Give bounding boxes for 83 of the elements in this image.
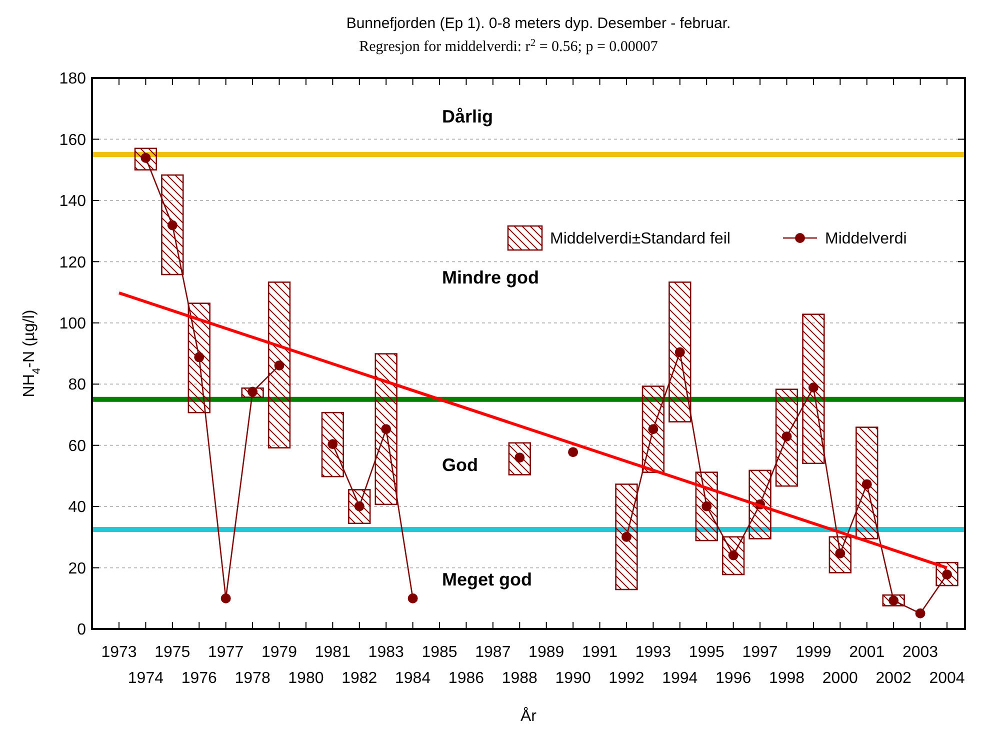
point [648, 424, 658, 434]
x-tick-label: 1998 [768, 670, 805, 687]
point [381, 424, 392, 434]
chart-title: Bunnefjorden (Ep 1). 0-8 meters dyp. Desember - februar. [346, 15, 731, 32]
bar [268, 282, 291, 448]
y-tick-label: 120 [59, 254, 86, 272]
x-tick-label: 1996 [716, 670, 752, 687]
bar [695, 472, 718, 542]
bar [374, 353, 398, 506]
point [702, 501, 712, 512]
point [220, 593, 231, 604]
x-tick-label: 1978 [234, 670, 270, 687]
legend-label: Middelverdi [825, 230, 907, 248]
x-tick-label: 1992 [608, 670, 644, 687]
x-tick-label: 1984 [395, 670, 431, 687]
point [915, 608, 926, 618]
x-tick-label: 1988 [502, 670, 538, 687]
point [782, 431, 792, 442]
x-tick-label: 2001 [849, 644, 885, 661]
y-tick-label: 180 [59, 70, 86, 88]
bar [775, 388, 798, 487]
point [808, 382, 818, 392]
bar [856, 426, 878, 540]
annotation: Mindre god [442, 267, 539, 288]
x-tick-label: 1993 [635, 644, 672, 661]
point [862, 479, 872, 490]
annotation: God [442, 454, 478, 475]
legend-label: Middelverdi±Standard feil [550, 230, 730, 248]
bar [748, 470, 772, 540]
point [621, 532, 632, 542]
x-tick-label: 2000 [822, 670, 858, 687]
x-tick-label: 1987 [475, 644, 511, 661]
point [674, 347, 685, 358]
y-tick-label: 160 [59, 132, 86, 149]
point [194, 352, 204, 362]
bar [668, 282, 692, 422]
bar [508, 442, 531, 476]
y-tick-label: 0 [77, 622, 86, 639]
y-tick-label: 20 [68, 560, 86, 578]
x-tick-label: 1991 [582, 644, 618, 661]
bar [321, 412, 344, 478]
x-tick-label: 1983 [368, 644, 404, 661]
x-tick-label: 1997 [742, 644, 778, 661]
x-tick-label: 1981 [314, 644, 351, 661]
bar [161, 174, 184, 276]
annotation: Meget god [442, 570, 532, 590]
y-tick-label: 60 [68, 438, 86, 455]
y-tick-label: 100 [59, 315, 86, 332]
x-tick-label: 1979 [261, 644, 298, 661]
annotation: Dårlig [442, 106, 494, 127]
y-tick-label: 140 [59, 193, 86, 210]
bar [615, 484, 638, 590]
point [274, 360, 284, 370]
x-tick-label: 1975 [154, 644, 190, 661]
x-tick-label: 1985 [422, 644, 458, 661]
y-tick-label: 80 [68, 376, 86, 394]
bar [188, 302, 210, 414]
bar [722, 536, 745, 576]
x-tick-label: 1999 [796, 644, 832, 661]
bar [828, 536, 852, 574]
point [167, 220, 178, 230]
x-tick-label: 2002 [876, 670, 912, 687]
point [568, 447, 578, 458]
x-tick-label: 1994 [662, 670, 698, 687]
chart-subtitle: Regresjon for middelverdi: r$^{2}$ = 0.56; p = 0.00007 [359, 38, 658, 55]
x-tick-label: 1986 [448, 670, 484, 687]
x-tick-label: 2003 [902, 644, 938, 661]
point [408, 593, 418, 604]
x-tick-label: 1980 [288, 670, 324, 687]
bar [802, 314, 825, 464]
x-tick-label: 1974 [128, 670, 164, 687]
point [328, 439, 338, 450]
x-tick-label: 1995 [688, 644, 725, 661]
x-axis-title: År [520, 707, 538, 725]
bar [642, 386, 665, 473]
x-tick-label: 2004 [929, 670, 965, 687]
x-tick-label: 1982 [342, 670, 378, 687]
x-tick-label: 1976 [181, 670, 218, 687]
x-tick-label: 1989 [528, 644, 564, 661]
y-tick-label: 40 [68, 499, 86, 516]
x-tick-label: 1990 [555, 670, 591, 687]
x-tick-label: 1973 [101, 644, 137, 661]
x-tick-label: 1977 [208, 644, 244, 661]
